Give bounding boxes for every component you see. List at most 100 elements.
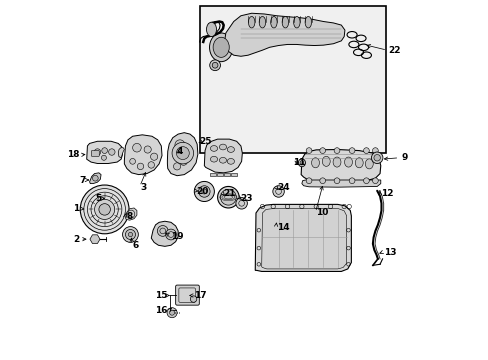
Ellipse shape	[344, 157, 352, 167]
FancyBboxPatch shape	[175, 285, 199, 305]
Circle shape	[129, 158, 135, 164]
Circle shape	[132, 143, 141, 152]
Circle shape	[202, 189, 206, 194]
Text: 12: 12	[380, 189, 392, 198]
Polygon shape	[124, 135, 162, 175]
Ellipse shape	[332, 157, 340, 167]
Circle shape	[80, 185, 129, 234]
Text: 8: 8	[126, 212, 132, 221]
Ellipse shape	[212, 62, 218, 68]
Ellipse shape	[293, 17, 300, 28]
Polygon shape	[210, 173, 215, 176]
Circle shape	[190, 296, 196, 302]
Ellipse shape	[213, 37, 229, 57]
Circle shape	[363, 178, 368, 184]
Polygon shape	[217, 173, 223, 176]
Circle shape	[179, 157, 187, 165]
Text: 15: 15	[155, 291, 167, 300]
Polygon shape	[90, 235, 100, 243]
Circle shape	[122, 226, 138, 242]
Circle shape	[305, 148, 311, 153]
Text: 23: 23	[240, 194, 252, 203]
Ellipse shape	[219, 157, 226, 163]
Text: 17: 17	[194, 291, 206, 300]
Circle shape	[272, 186, 284, 197]
Circle shape	[305, 178, 311, 184]
Circle shape	[319, 148, 325, 153]
Circle shape	[333, 148, 339, 153]
Ellipse shape	[227, 158, 234, 164]
Ellipse shape	[219, 144, 226, 150]
Ellipse shape	[305, 17, 311, 28]
Circle shape	[94, 199, 115, 220]
Circle shape	[167, 308, 177, 318]
Polygon shape	[151, 221, 178, 246]
Ellipse shape	[282, 17, 288, 28]
Circle shape	[157, 226, 168, 236]
Text: 7: 7	[80, 176, 86, 185]
Circle shape	[128, 232, 132, 237]
Text: 19: 19	[171, 232, 183, 241]
Text: 14: 14	[276, 223, 289, 232]
Circle shape	[373, 154, 380, 161]
Circle shape	[176, 147, 189, 159]
Ellipse shape	[227, 147, 234, 152]
Text: 16: 16	[155, 306, 167, 315]
Circle shape	[101, 155, 106, 160]
Text: 1: 1	[73, 204, 80, 213]
Circle shape	[150, 153, 158, 160]
Circle shape	[198, 186, 210, 197]
Polygon shape	[255, 204, 351, 271]
Text: 11: 11	[293, 158, 305, 167]
Ellipse shape	[355, 158, 363, 168]
Text: 4: 4	[176, 147, 183, 156]
Circle shape	[175, 140, 184, 150]
Text: 13: 13	[384, 248, 396, 257]
Ellipse shape	[259, 17, 265, 28]
Ellipse shape	[210, 145, 217, 151]
Text: 22: 22	[387, 46, 400, 55]
Circle shape	[348, 148, 354, 153]
Polygon shape	[301, 180, 380, 187]
Polygon shape	[261, 209, 346, 269]
Circle shape	[144, 146, 151, 153]
Circle shape	[363, 148, 368, 153]
Polygon shape	[224, 13, 344, 56]
Circle shape	[220, 189, 236, 205]
Text: 25: 25	[199, 137, 212, 146]
Circle shape	[319, 178, 325, 184]
Circle shape	[235, 198, 247, 209]
Circle shape	[94, 149, 101, 155]
Polygon shape	[89, 173, 101, 184]
Polygon shape	[118, 148, 124, 158]
Text: 6: 6	[132, 241, 139, 250]
Ellipse shape	[209, 33, 232, 62]
Ellipse shape	[300, 161, 303, 165]
FancyBboxPatch shape	[91, 150, 99, 156]
Circle shape	[371, 152, 382, 163]
Circle shape	[99, 204, 110, 215]
Ellipse shape	[210, 156, 217, 162]
Ellipse shape	[270, 17, 277, 28]
Circle shape	[172, 142, 193, 164]
Circle shape	[348, 178, 354, 184]
Bar	[199, 6, 386, 153]
Polygon shape	[125, 208, 137, 220]
Circle shape	[92, 175, 98, 181]
Text: 2: 2	[73, 235, 80, 244]
Polygon shape	[204, 139, 242, 173]
Ellipse shape	[322, 156, 329, 166]
Polygon shape	[230, 173, 236, 176]
Ellipse shape	[365, 159, 372, 169]
Circle shape	[125, 229, 135, 239]
Circle shape	[165, 229, 176, 240]
Ellipse shape	[206, 22, 216, 37]
Polygon shape	[224, 173, 230, 176]
Circle shape	[372, 148, 378, 153]
Circle shape	[137, 163, 143, 170]
Text: 3: 3	[140, 183, 146, 192]
Text: 20: 20	[196, 187, 208, 196]
Circle shape	[194, 181, 214, 202]
Ellipse shape	[311, 158, 319, 168]
Circle shape	[217, 186, 239, 208]
